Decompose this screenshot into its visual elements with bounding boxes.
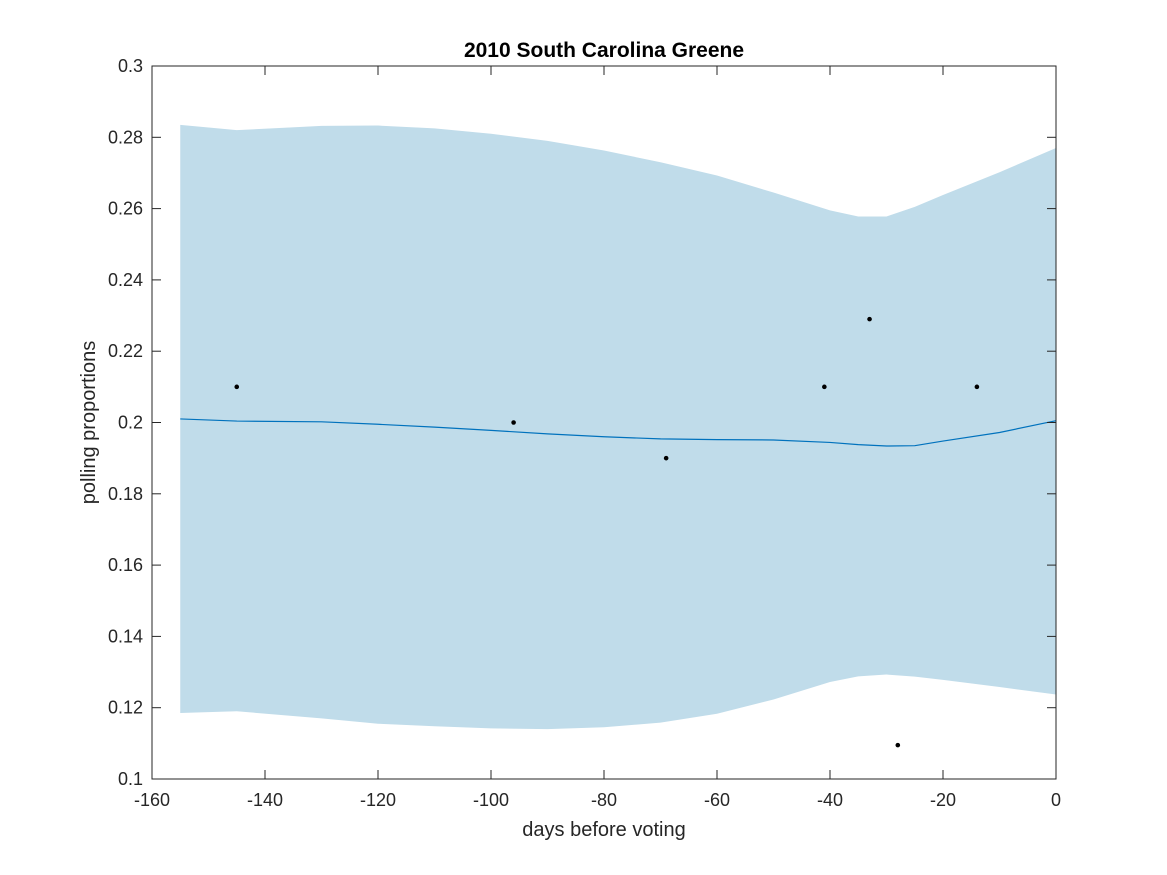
y-tick-label: 0.22 [108, 341, 143, 361]
poll-point [822, 384, 827, 390]
x-tick-label: -140 [247, 790, 283, 810]
x-tick-label: -160 [134, 790, 170, 810]
poll-point [974, 384, 980, 390]
poll-point [867, 316, 872, 322]
trend-line [180, 418, 1057, 447]
chart-title: 2010 South Carolina Greene [464, 39, 744, 62]
poll-point [895, 742, 901, 748]
y-tick-label: 0.26 [108, 199, 143, 219]
poll-point [511, 420, 516, 425]
y-tick-label: 0.28 [108, 127, 143, 147]
x-tick-label: -60 [704, 790, 730, 810]
y-tick-label: 0.2 [118, 413, 143, 433]
y-tick-label: 0.24 [108, 270, 143, 290]
x-tick-label: -80 [591, 790, 617, 810]
x-axis-label: days before voting [522, 819, 685, 841]
y-tick-label: 0.12 [108, 698, 143, 718]
confidence-band [180, 124, 1056, 730]
y-axis-label: polling proportions [78, 341, 100, 504]
y-tick-label: 0.3 [118, 56, 143, 76]
poll-point [234, 384, 240, 390]
x-tick-label: 0 [1051, 790, 1061, 810]
y-tick-label: 0.18 [108, 484, 143, 504]
poll-point [663, 455, 669, 461]
x-tick-label: -20 [930, 790, 956, 810]
x-tick-label: -100 [473, 790, 509, 810]
y-tick-label: 0.16 [108, 555, 143, 575]
x-tick-label: -40 [817, 790, 843, 810]
x-tick-label: -120 [360, 790, 396, 810]
y-tick-label: 0.1 [118, 769, 143, 789]
y-tick-label: 0.14 [108, 626, 143, 646]
